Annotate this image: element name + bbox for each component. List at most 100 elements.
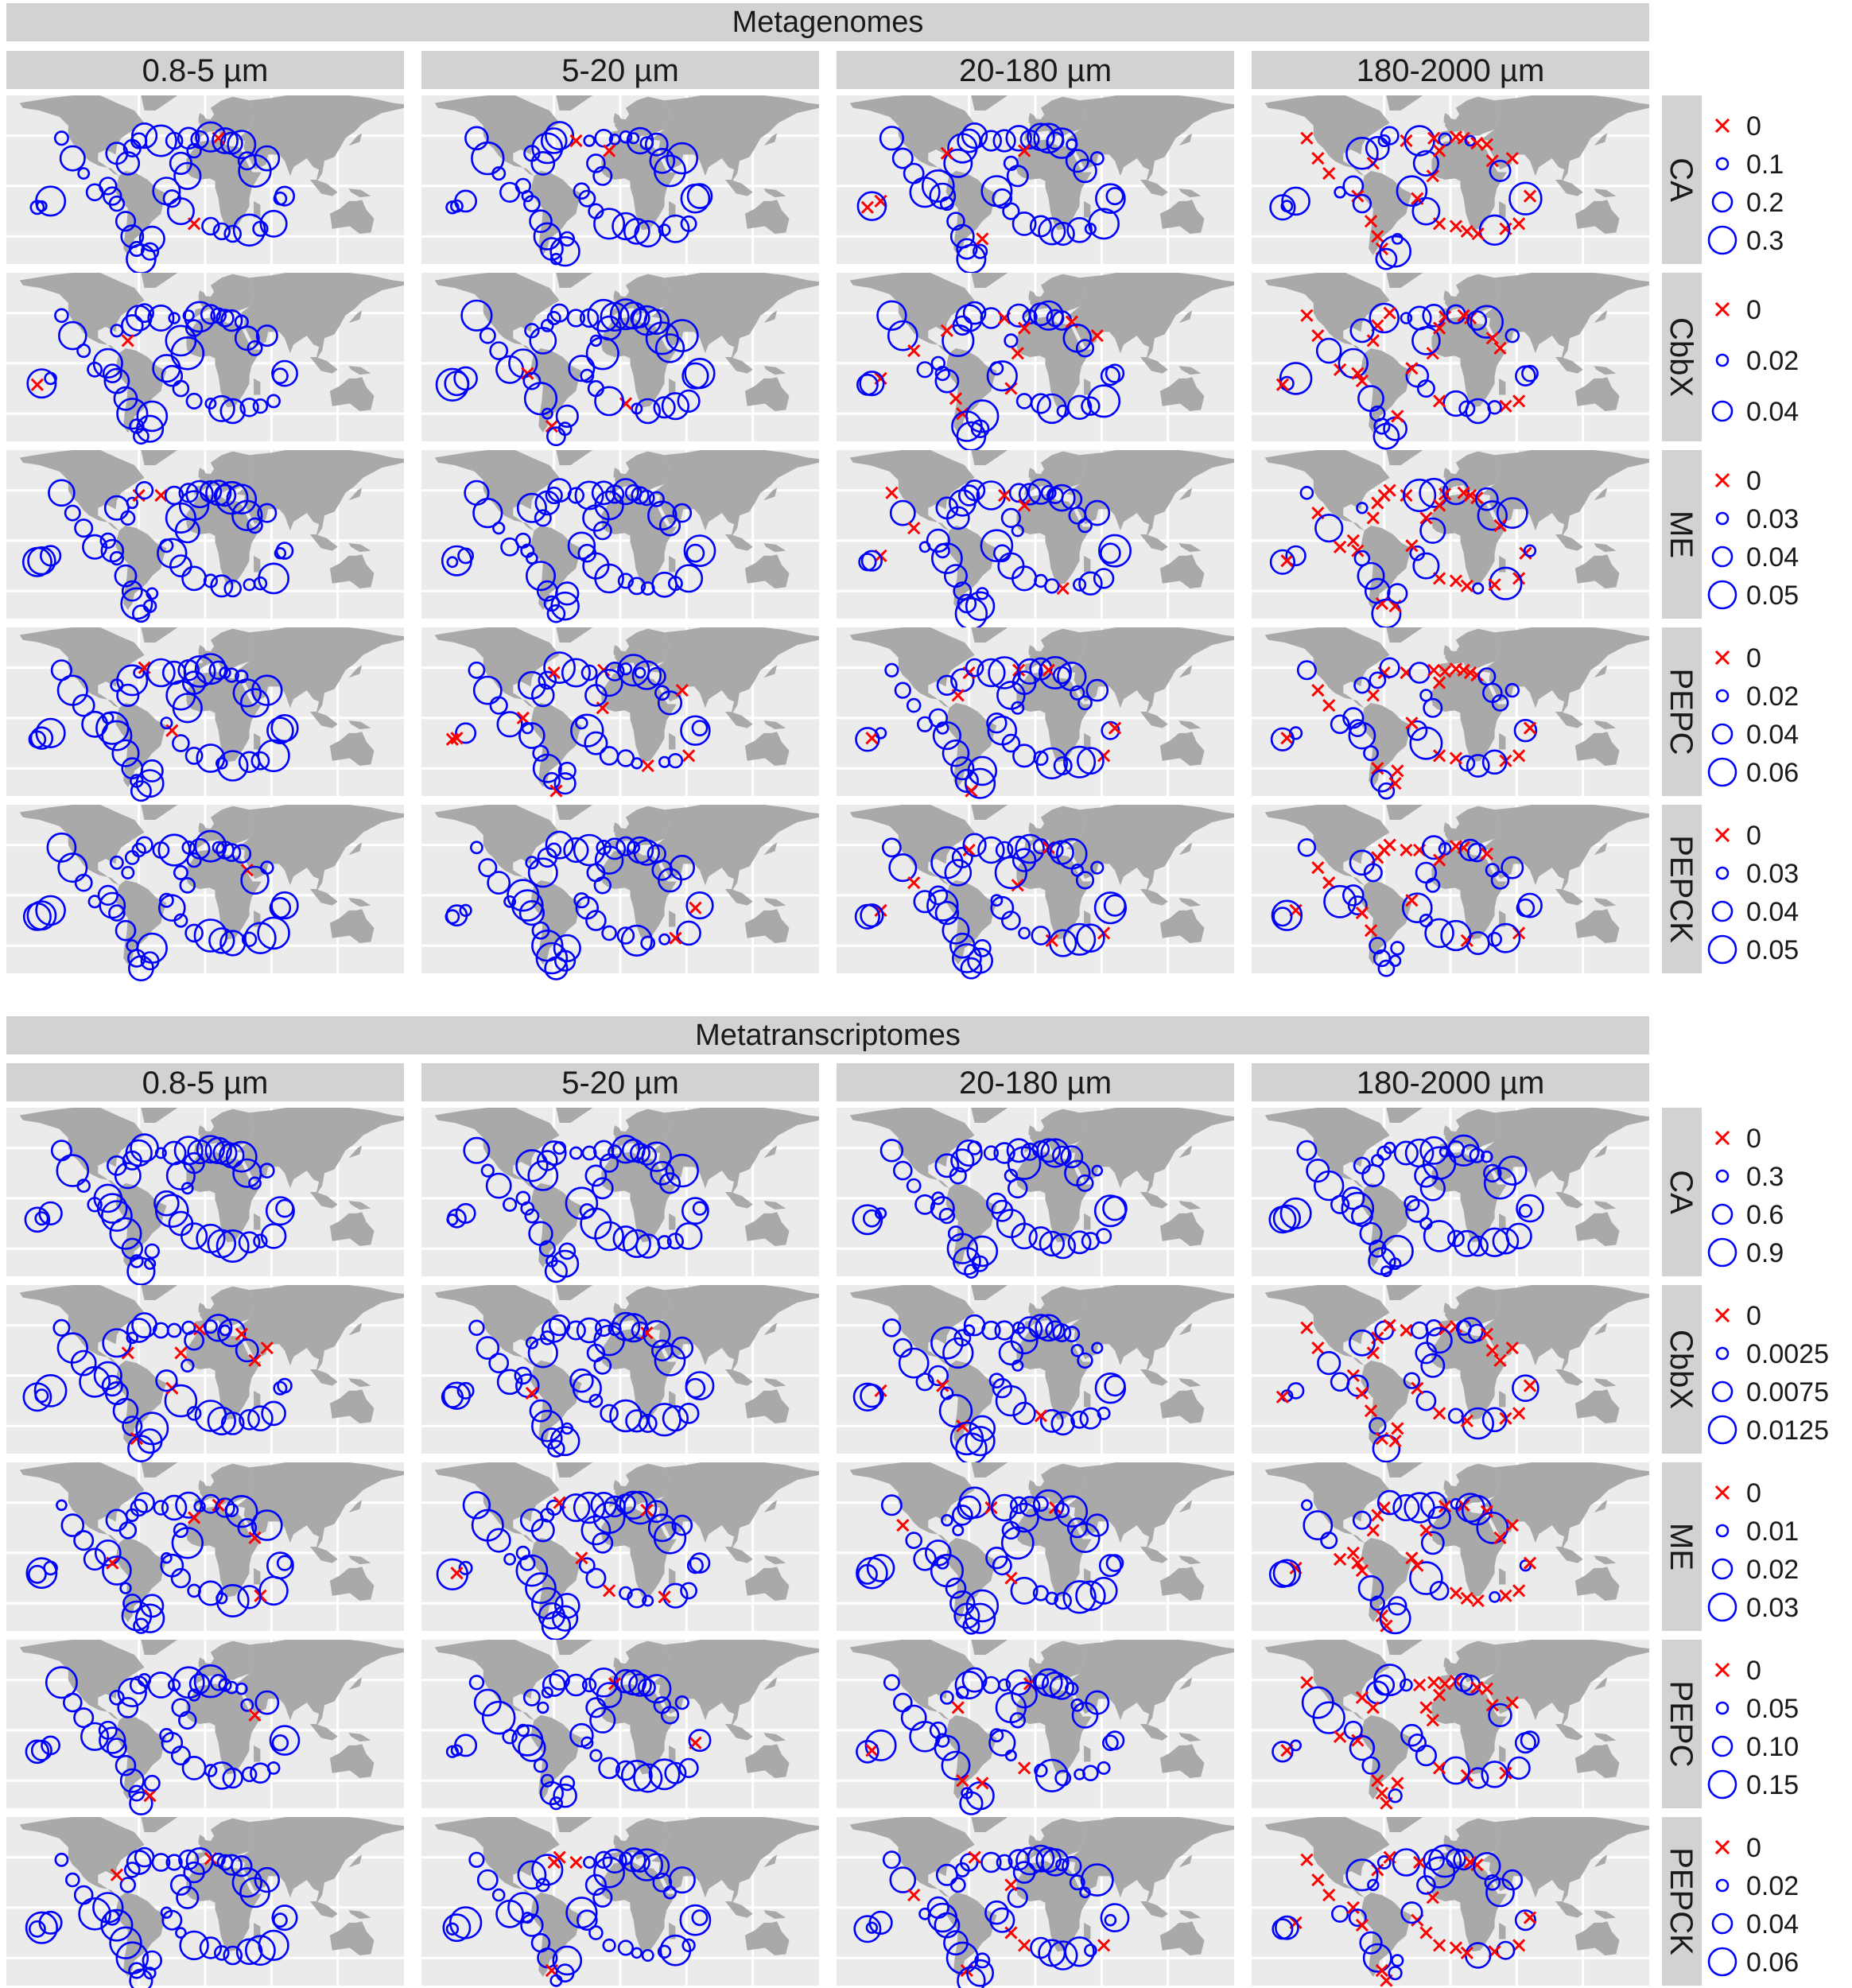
station-abundance-circle [586, 153, 606, 173]
station-abundance-circle [1400, 1723, 1423, 1747]
station-abundance-circle [529, 209, 553, 234]
station-abundance-circle [891, 147, 914, 169]
station-abundance-circle [672, 503, 693, 523]
station-abundance-circle [218, 1678, 232, 1692]
zero-abundance-mark [681, 749, 696, 763]
landmass [141, 1817, 178, 1832]
zero-abundance-mark [1432, 676, 1446, 689]
station-abundance-circle [1485, 1877, 1515, 1908]
station-abundance-circle [598, 1757, 621, 1780]
size-fraction-label: 5-20 µm [561, 1066, 679, 1101]
station-abundance-circle [1029, 215, 1052, 238]
legend-value-label: 0.01 [1746, 1516, 1799, 1547]
station-abundance-circle [488, 1353, 510, 1374]
station-abundance-circle [77, 167, 91, 180]
station-abundance-circle [58, 320, 87, 351]
station-abundance-circle [266, 394, 281, 409]
station-abundance-circle [644, 132, 669, 157]
station-abundance-circle [1420, 1531, 1445, 1555]
station-abundance-circle [1075, 339, 1095, 358]
station-abundance-circle [1440, 919, 1472, 952]
landmass [235, 95, 404, 184]
station-abundance-circle [56, 1499, 68, 1512]
station-abundance-circle [1091, 1342, 1104, 1354]
station-abundance-circle [960, 957, 983, 980]
station-abundance-circle [1372, 1434, 1401, 1463]
landmass [613, 1125, 623, 1136]
zero-abundance-mark [1108, 721, 1122, 735]
station-abundance-circle [1272, 907, 1293, 927]
zero-abundance-mark [1499, 1589, 1512, 1602]
station-abundance-circle [1481, 1761, 1508, 1788]
station-abundance-circle [941, 1750, 971, 1780]
landmass [1555, 1369, 1583, 1386]
landmass [724, 712, 753, 728]
station-abundance-circle [1423, 1220, 1456, 1252]
landmass-group [19, 1108, 404, 1268]
station-abundance-circle [642, 1594, 654, 1607]
station-abundance-circle [151, 1853, 171, 1872]
station-abundance-circle [1379, 235, 1412, 268]
station-abundance-circle [232, 678, 262, 708]
landmass-group [434, 1285, 819, 1445]
station-abundance-circle [129, 1968, 153, 1988]
station-abundance-circle [25, 1739, 50, 1765]
station-abundance-circle [942, 916, 970, 945]
landmass [1499, 378, 1506, 395]
landmass [19, 1640, 145, 1721]
landmass [186, 671, 262, 763]
zero-abundance-mark [1405, 894, 1419, 907]
station-abundance-circle [934, 368, 960, 394]
landmass [1024, 628, 1085, 673]
station-abundance-circle [1388, 1966, 1403, 1981]
station-abundance-circle [1507, 1756, 1531, 1780]
station-abundance-circle [63, 1692, 83, 1713]
station-abundance-circle [164, 1384, 198, 1418]
station-abundance-circle [949, 1590, 976, 1617]
station-abundance-circle [182, 309, 195, 322]
station-abundance-circle [980, 529, 1014, 563]
station-abundance-circle [559, 231, 575, 247]
landmass [329, 732, 375, 766]
legend-circle-symbol [1711, 546, 1734, 568]
station-abundance-circle [142, 599, 157, 613]
landmass [1594, 1733, 1617, 1742]
station-abundance-circle [1081, 1232, 1100, 1251]
station-abundance-circle [166, 1322, 182, 1338]
station-abundance-circle [535, 1877, 550, 1893]
landmass [1178, 1854, 1193, 1868]
station-abundance-circle [1050, 1411, 1075, 1436]
station-abundance-circle [470, 841, 483, 855]
station-abundance-circle [1412, 552, 1440, 580]
station-abundance-circle [602, 1938, 616, 1952]
station-abundance-circle [525, 856, 539, 870]
landmass [1140, 534, 1168, 551]
station-abundance-circle [622, 1229, 651, 1258]
station-abundance-circle [158, 892, 174, 908]
gene-strip [1662, 1817, 1702, 1986]
station-abundance-circle [1508, 181, 1543, 215]
station-abundance-circle [889, 1866, 917, 1893]
zero-abundance-mark [1499, 1766, 1512, 1780]
station-abundance-circle [1062, 1580, 1097, 1614]
station-abundance-circle [134, 1492, 155, 1513]
station-abundance-circle [1268, 1206, 1297, 1234]
landmass [348, 1733, 371, 1742]
station-abundance-circle [29, 1920, 46, 1938]
landmass-group [19, 273, 404, 433]
landmass [434, 95, 560, 177]
station-abundance-circle [503, 895, 516, 908]
landmass [849, 1285, 975, 1366]
zero-abundance-mark [1333, 1552, 1347, 1566]
station-abundance-circle [1353, 1156, 1371, 1175]
legend-value-label: 0.04 [1746, 897, 1799, 927]
landmass [1084, 378, 1091, 395]
station-abundance-circle [60, 1513, 85, 1537]
station-abundance-circle [965, 1426, 996, 1457]
zero-abundance-mark [1523, 721, 1537, 735]
station-abundance-circle [866, 1554, 895, 1582]
zero-abundance-mark [641, 759, 654, 773]
station-abundance-circle [594, 1221, 624, 1252]
zero-abundance-mark [1383, 306, 1396, 320]
zero-abundance-mark [1355, 374, 1369, 388]
